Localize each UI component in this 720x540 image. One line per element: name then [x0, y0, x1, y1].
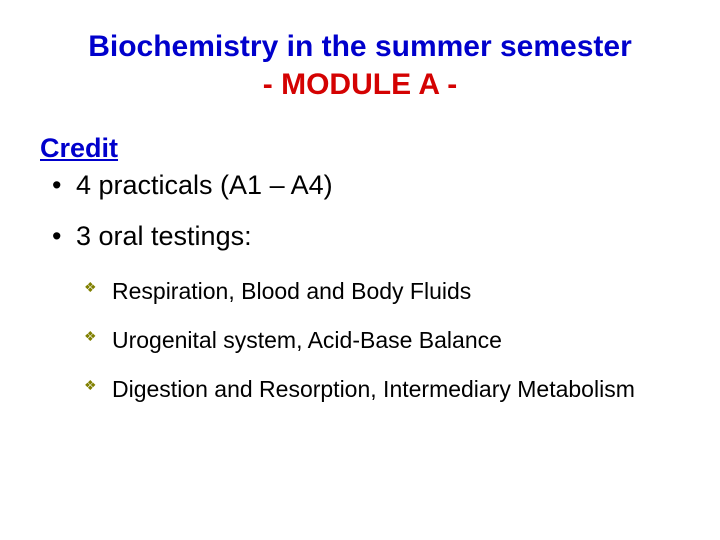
main-list-item: 4 practicals (A1 – A4): [40, 170, 680, 201]
sub-list-text: Urogenital system, Acid-Base Balance: [112, 327, 502, 353]
slide-container: Biochemistry in the summer semester - MO…: [0, 0, 720, 540]
main-list-item: 3 oral testings: Respiration, Blood and …: [40, 221, 680, 403]
sub-list-text: Digestion and Resorption, Intermediary M…: [112, 376, 635, 402]
sub-list-item: Digestion and Resorption, Intermediary M…: [76, 376, 680, 403]
main-list-text: 3 oral testings:: [76, 221, 252, 251]
title-line-2: - MODULE A -: [40, 66, 680, 104]
main-list-text: 4 practicals (A1 – A4): [76, 170, 333, 200]
sub-list-text: Respiration, Blood and Body Fluids: [112, 278, 471, 304]
credit-heading: Credit: [40, 133, 680, 164]
sub-list-item: Urogenital system, Acid-Base Balance: [76, 327, 680, 354]
slide-title: Biochemistry in the summer semester - MO…: [40, 28, 680, 103]
sub-list: Respiration, Blood and Body Fluids Uroge…: [76, 278, 680, 403]
sub-list-item: Respiration, Blood and Body Fluids: [76, 278, 680, 305]
title-line-1: Biochemistry in the summer semester: [40, 28, 680, 66]
main-list: 4 practicals (A1 – A4) 3 oral testings: …: [40, 170, 680, 403]
